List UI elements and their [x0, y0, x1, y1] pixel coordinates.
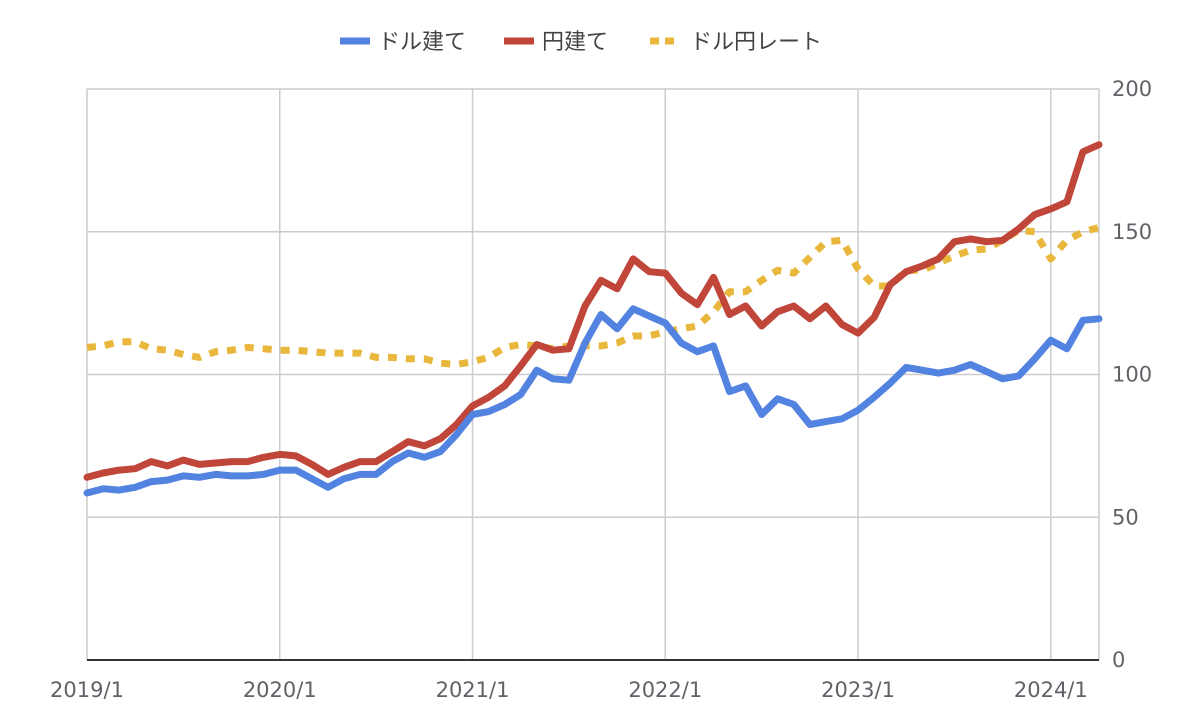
x-tick-label: 2019/1: [50, 678, 124, 702]
x-tick-label: 2024/1: [1014, 678, 1088, 702]
series-lines: [83, 141, 1103, 497]
series-line-0: [83, 305, 1103, 497]
y-tick-label: 200: [1112, 77, 1152, 101]
y-tick-label: 50: [1112, 505, 1139, 529]
series-line-1: [83, 141, 1103, 481]
legend-label: ドル円レート: [690, 30, 822, 55]
legend-label: 円建て: [542, 30, 608, 55]
series-line-2: [86, 224, 1100, 368]
x-tick-label: 2022/1: [628, 678, 702, 702]
legend: ドル建て 円建て ドル円レート: [340, 30, 822, 55]
legend-label: ドル建て: [378, 30, 466, 55]
y-tick-label: 0: [1112, 648, 1125, 672]
y-tick-label: 100: [1112, 363, 1152, 387]
x-tick-label: 2021/1: [436, 678, 510, 702]
axes: 0 50 100 150 200 2019/1 2020/1 2021/1 2022/1 2023…: [50, 77, 1152, 702]
y-tick-label: 150: [1112, 220, 1152, 244]
grid: [86, 88, 1100, 660]
x-tick-label: 2023/1: [821, 678, 895, 702]
x-tick-label: 2020/1: [243, 678, 317, 702]
